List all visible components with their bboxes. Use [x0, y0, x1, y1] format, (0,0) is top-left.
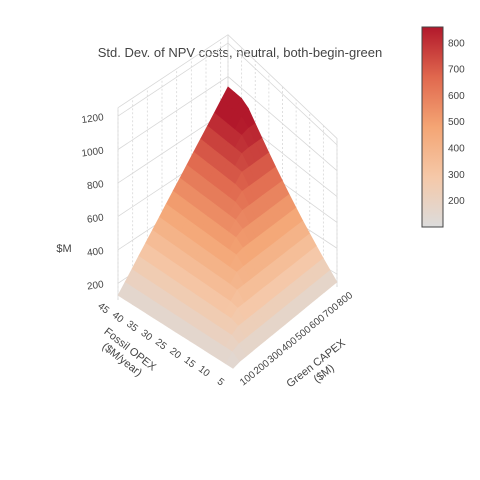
y-tick-label: 35	[124, 319, 140, 335]
z-tick-label: 200	[86, 279, 104, 292]
z-axis-title: $M	[56, 243, 71, 255]
colorbar-tick-label: 700	[448, 65, 465, 76]
chart-title: Std. Dev. of NPV costs, neutral, both-be…	[98, 45, 382, 60]
colorbar: 200 300 400 500 600 700 800	[421, 26, 465, 228]
y-tick-label: 30	[139, 328, 155, 344]
colorbar-tick-label: 500	[448, 117, 465, 128]
z-tick-label: 1000	[81, 146, 105, 160]
z-tick-label: 400	[86, 246, 104, 259]
y-tick-label: 45	[95, 301, 111, 317]
y-tick-label: 5	[215, 376, 227, 388]
y-tick-label: 20	[167, 346, 183, 362]
y-tick-label: 25	[153, 337, 169, 353]
colorbar-tick-label: 800	[448, 38, 465, 49]
colorbar-tick-label: 400	[448, 144, 465, 155]
y-tick-label: 10	[196, 364, 212, 380]
x-tick-label: 800	[335, 290, 355, 309]
y-tick-label: 15	[182, 355, 198, 371]
colorbar-tick-label: 600	[448, 91, 465, 102]
y-tick-label: 40	[110, 310, 126, 326]
z-tick-label: 600	[86, 212, 104, 225]
colorbar-gradient	[421, 26, 444, 228]
surface-cell	[225, 351, 240, 369]
z-tick-label: 1200	[81, 112, 105, 126]
z-tick-label: 800	[86, 179, 104, 192]
colorbar-tick-label: 200	[448, 196, 465, 207]
colorbar-tick-label: 300	[448, 170, 465, 181]
surface-mesh[interactable]	[117, 86, 338, 369]
